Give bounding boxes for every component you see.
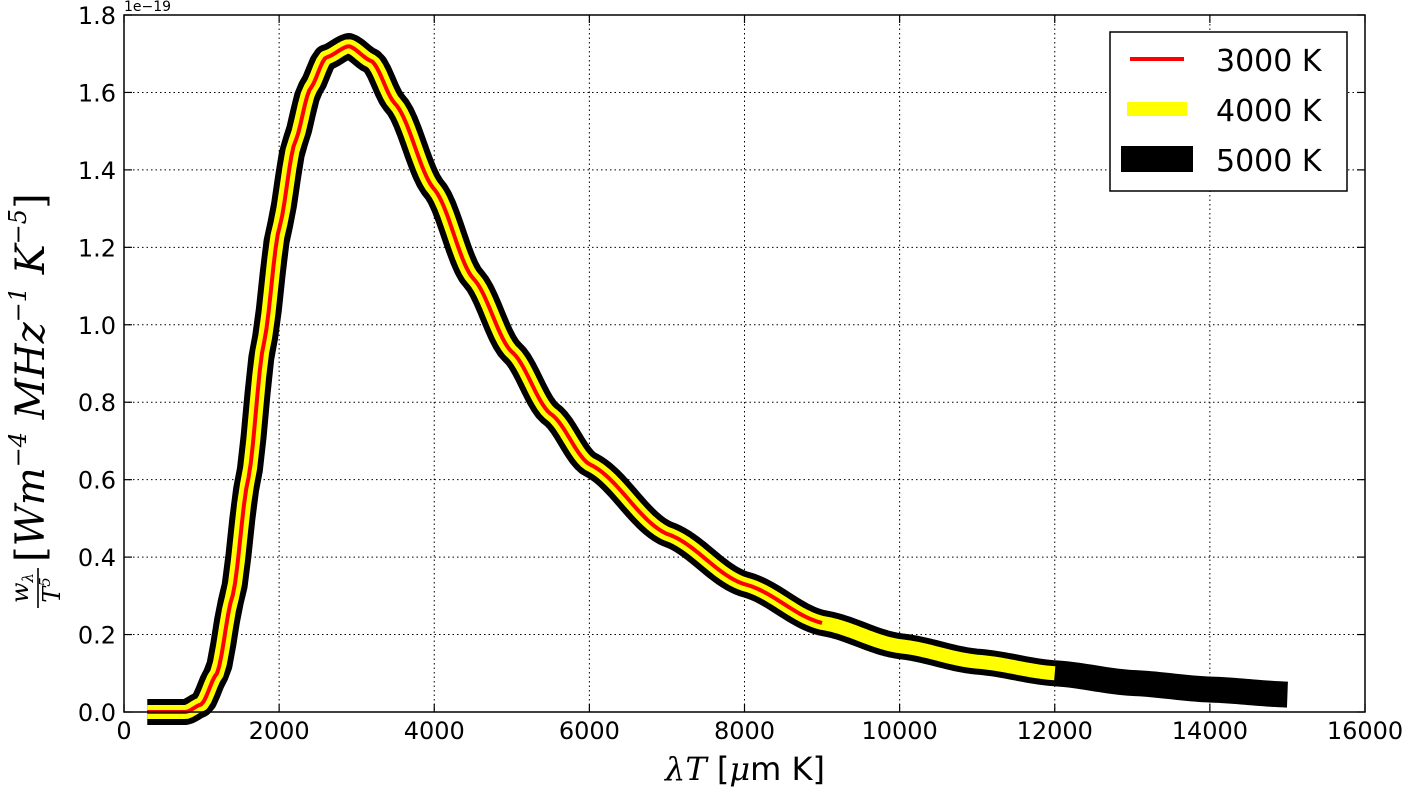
- x-tick-labels: 0 2000 4000 6000 8000 10000 12000 14000 16000: [116, 717, 1403, 745]
- y-tick-label: 0.8: [78, 389, 116, 417]
- y-offset-label: 1e−19: [124, 0, 171, 15]
- x-tick-label: 10000: [861, 717, 937, 745]
- y-axis-label: wλ T5 [Wm−4 MHz−1 K−5]: [4, 193, 66, 608]
- ticks: [123, 14, 1366, 713]
- y-tick-labels: 0.0 0.2 0.4 0.6 0.8 1.0 1.2 1.4 1.6 1.8: [78, 2, 116, 727]
- y-tick-label: 1.2: [78, 234, 116, 262]
- svg-text:[Wm−4 MHz−1 K−5]: [Wm−4 MHz−1 K−5]: [4, 193, 54, 562]
- legend-label-4000k: 4000 K: [1216, 94, 1323, 129]
- y-tick-label: 0.4: [78, 544, 116, 572]
- curves: [138, 33, 1297, 725]
- x-tick-label: 6000: [559, 717, 620, 745]
- y-tick-label: 0.6: [78, 467, 116, 495]
- x-tick-label: 8000: [714, 717, 775, 745]
- x-tick-label: 16000: [1327, 717, 1403, 745]
- y-tick-label: 0.2: [78, 622, 116, 650]
- y-tick-label: 0.0: [78, 699, 116, 727]
- x-tick-label: 0: [116, 717, 131, 745]
- x-tick-label: 14000: [1172, 717, 1248, 745]
- legend-label-3000k: 3000 K: [1216, 44, 1323, 79]
- legend: 3000 K 4000 K 5000 K: [1109, 31, 1348, 192]
- y-tick-label: 1.0: [78, 312, 116, 340]
- y-tick-label: 1.4: [78, 157, 116, 185]
- svg-text:T5: T5: [36, 577, 66, 603]
- x-tick-label: 2000: [249, 717, 310, 745]
- x-tick-label: 4000: [404, 717, 465, 745]
- svg-text:wλ: wλ: [6, 573, 37, 603]
- y-tick-label: 1.6: [78, 79, 116, 107]
- legend-label-5000k: 5000 K: [1216, 144, 1323, 179]
- y-tick-label: 1.8: [78, 2, 116, 30]
- series-line-3000-k: [147, 44, 823, 714]
- x-axis-label: λT [μm K]: [663, 750, 825, 788]
- x-tick-label: 12000: [1017, 717, 1093, 745]
